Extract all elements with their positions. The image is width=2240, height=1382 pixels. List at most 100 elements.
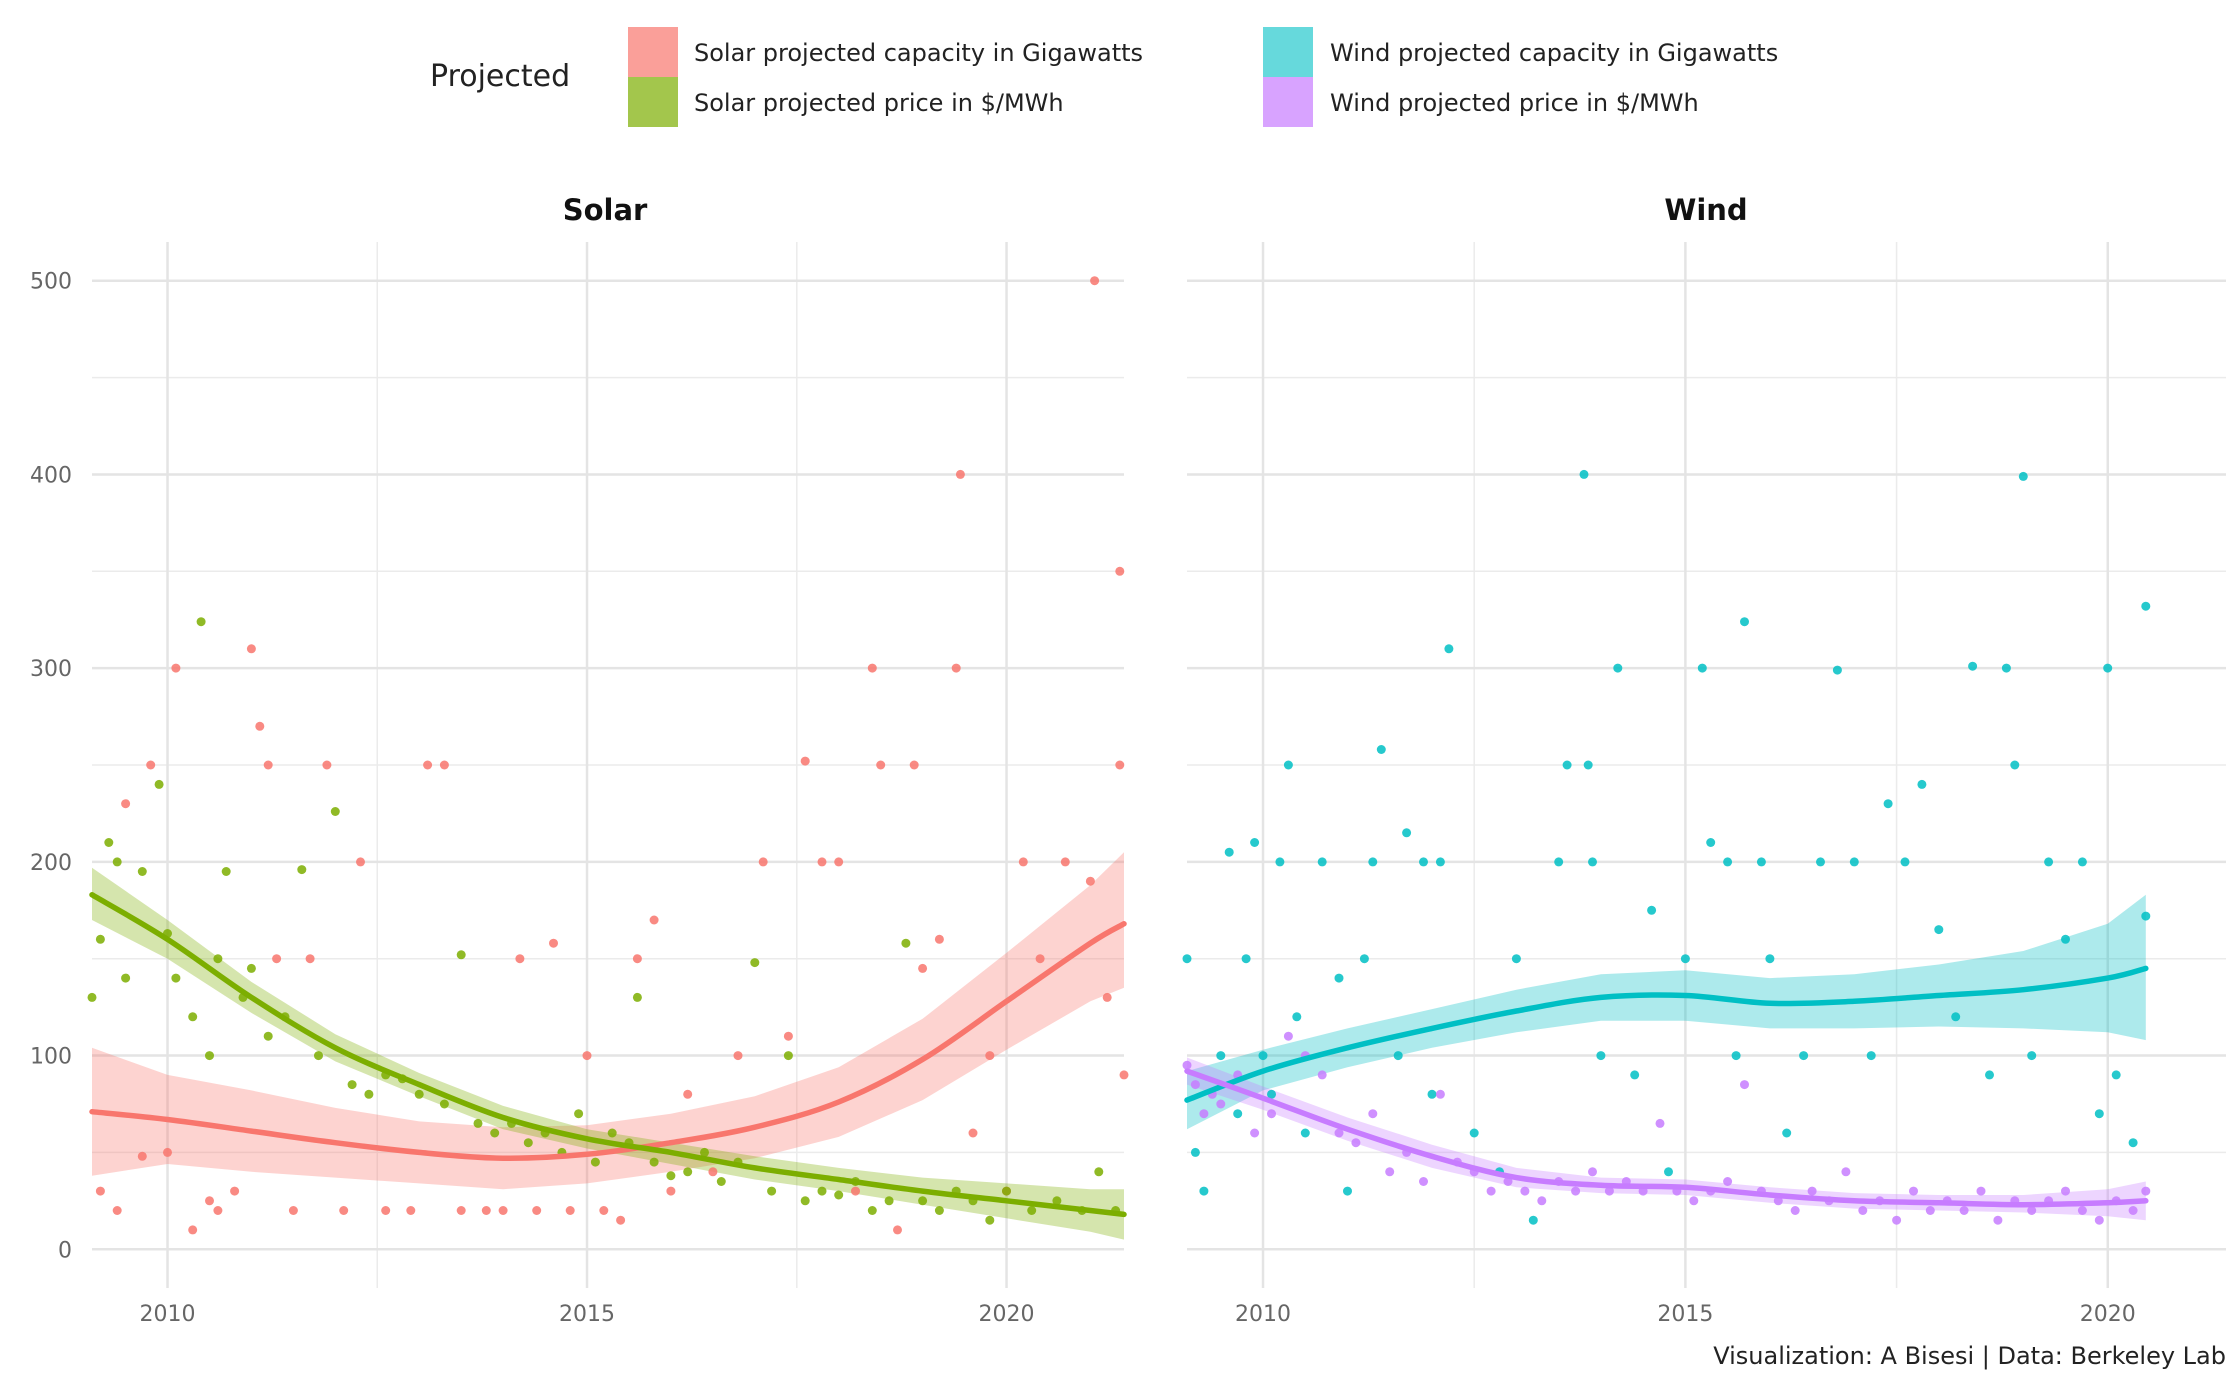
data-point	[188, 1225, 198, 1235]
data-point	[263, 760, 273, 770]
data-point	[951, 663, 961, 673]
data-point	[1359, 954, 1369, 964]
data-point	[339, 1206, 349, 1215]
data-point	[2094, 1215, 2104, 1225]
data-point	[2141, 911, 2151, 921]
data-point	[381, 1206, 391, 1215]
data-point	[1393, 1051, 1403, 1061]
data-point	[1241, 954, 1251, 964]
data-point	[884, 1196, 894, 1206]
data-point	[1909, 1186, 1918, 1196]
y-tick-label: 300	[30, 657, 72, 682]
data-point	[1782, 1128, 1792, 1138]
data-point	[1917, 779, 1927, 789]
data-point	[1060, 857, 1070, 867]
data-point	[574, 1109, 584, 1119]
data-point	[1267, 1089, 1276, 1099]
data-point	[137, 867, 147, 876]
data-point	[1376, 745, 1386, 754]
data-point	[1790, 1206, 1800, 1215]
data-point	[649, 915, 659, 925]
data-point	[2141, 601, 2151, 611]
data-point	[95, 1186, 105, 1196]
data-point	[1951, 1012, 1961, 1022]
data-point	[733, 1051, 743, 1061]
data-point	[955, 469, 965, 479]
data-point	[1816, 857, 1825, 867]
data-point	[1102, 992, 1112, 1002]
data-point	[918, 963, 928, 973]
data-point	[112, 857, 122, 867]
data-point	[1740, 617, 1749, 627]
data-point	[934, 934, 944, 944]
data-point	[1027, 1206, 1037, 1215]
facet-title: Wind	[1664, 193, 1747, 227]
data-point	[163, 1147, 172, 1157]
data-point	[1283, 760, 1293, 770]
data-point	[750, 958, 760, 968]
data-point	[1334, 973, 1344, 983]
data-point	[2027, 1051, 2037, 1061]
data-point	[1233, 1109, 1243, 1119]
data-point	[1267, 1109, 1276, 1119]
x-tick-label: 2015	[559, 1302, 615, 1327]
data-point	[104, 838, 114, 847]
data-point	[2128, 1206, 2138, 1215]
data-point	[1740, 1080, 1749, 1090]
data-point	[2094, 1109, 2104, 1119]
data-point	[767, 1186, 777, 1196]
data-point	[1085, 876, 1095, 886]
data-point	[1680, 954, 1690, 964]
data-point	[893, 1225, 902, 1235]
data-point	[1765, 954, 1775, 964]
data-point	[305, 954, 315, 964]
legend-swatch-wind-price	[1263, 77, 1313, 127]
data-point	[498, 1206, 508, 1215]
data-point	[1976, 1186, 1986, 1196]
data-point	[1985, 1070, 1994, 1080]
data-point	[1537, 1196, 1547, 1206]
y-tick-label: 400	[30, 463, 72, 488]
data-point	[1596, 1051, 1606, 1061]
data-point	[364, 1089, 374, 1099]
data-point	[666, 1186, 676, 1196]
data-point	[1002, 1186, 1011, 1196]
data-point	[456, 950, 466, 960]
data-point	[1402, 828, 1412, 838]
data-point	[1554, 857, 1564, 867]
data-point	[532, 1206, 542, 1215]
data-point	[171, 663, 181, 673]
data-point	[1511, 954, 1521, 964]
data-point	[2128, 1138, 2138, 1148]
data-point	[1959, 1206, 1969, 1215]
data-point	[1647, 905, 1657, 915]
data-point	[1115, 566, 1125, 576]
data-point	[87, 992, 97, 1002]
data-point	[817, 857, 827, 867]
caption: Visualization: A Bisesi | Data: Berkeley…	[1713, 1342, 2226, 1370]
data-point	[1199, 1186, 1209, 1196]
legend-swatch-wind-capacity	[1263, 27, 1313, 77]
data-point	[205, 1196, 214, 1206]
data-point	[851, 1186, 860, 1196]
data-point	[867, 1206, 877, 1215]
data-point	[95, 934, 105, 944]
data-point	[263, 1031, 273, 1041]
data-point	[272, 954, 282, 964]
data-point	[473, 1118, 483, 1128]
data-point	[1182, 954, 1192, 964]
legend-title: Projected	[430, 59, 570, 94]
data-point	[1182, 1060, 1192, 1070]
data-point	[1351, 1138, 1361, 1148]
data-point	[1583, 760, 1593, 770]
data-point	[549, 938, 558, 948]
data-point	[1900, 857, 1910, 867]
series-solar-projected-capacity-in-gigawatts	[95, 276, 1129, 1235]
data-point	[758, 857, 768, 867]
data-point	[2141, 1186, 2151, 1196]
data-point	[1807, 1186, 1817, 1196]
data-point	[1849, 857, 1859, 867]
data-point	[1731, 1051, 1741, 1061]
data-point	[188, 1012, 198, 1022]
data-point	[901, 938, 911, 948]
